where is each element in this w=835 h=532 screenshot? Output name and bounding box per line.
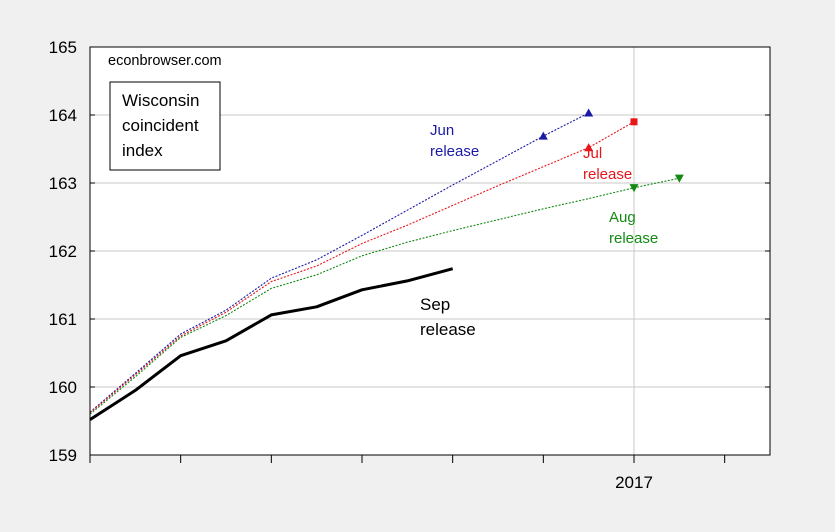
gridlines <box>90 47 770 455</box>
x-tick-label: 2017 <box>615 473 653 492</box>
aug-label-line-1: Aug <box>609 209 636 226</box>
aug-label-line-2: release <box>609 230 658 247</box>
series-markers <box>538 108 684 193</box>
title-line-3: index <box>122 141 163 160</box>
title-line-2: coincident <box>122 116 199 135</box>
jun-marker <box>538 131 548 140</box>
series-lines <box>89 112 680 421</box>
jun-marker <box>584 108 594 117</box>
jul-marker <box>584 143 594 152</box>
jul-label-line-2: release <box>583 166 632 183</box>
y-tick-label: 160 <box>49 378 77 397</box>
axis-ticks: 159 160 161 162 163 164 165 2017 <box>49 38 770 492</box>
jun-label-line-2: release <box>430 143 479 160</box>
series-line-jul <box>89 121 635 414</box>
y-tick-label: 165 <box>49 38 77 57</box>
y-tick-label: 164 <box>49 106 77 125</box>
y-tick-label: 162 <box>49 242 77 261</box>
y-tick-label: 161 <box>49 310 77 329</box>
series-line-jun <box>89 112 589 413</box>
y-tick-label: 159 <box>49 446 77 465</box>
sep-label-line-2: release <box>420 320 476 339</box>
sep-label-line-1: Sep <box>420 295 450 314</box>
jun-label-line-1: Jun <box>430 122 454 139</box>
plot-frame <box>89 46 771 456</box>
series-line-sep <box>89 267 454 421</box>
jul-marker <box>630 118 638 126</box>
series-line-aug <box>89 177 680 415</box>
watermark: econbrowser.com <box>108 53 222 69</box>
title-box <box>109 81 221 171</box>
title-line-1: Wisconsin <box>122 91 199 110</box>
aug-marker <box>674 174 684 183</box>
aug-marker <box>629 184 639 193</box>
jul-label-line-1: Jul <box>583 145 602 162</box>
y-tick-label: 163 <box>49 174 77 193</box>
